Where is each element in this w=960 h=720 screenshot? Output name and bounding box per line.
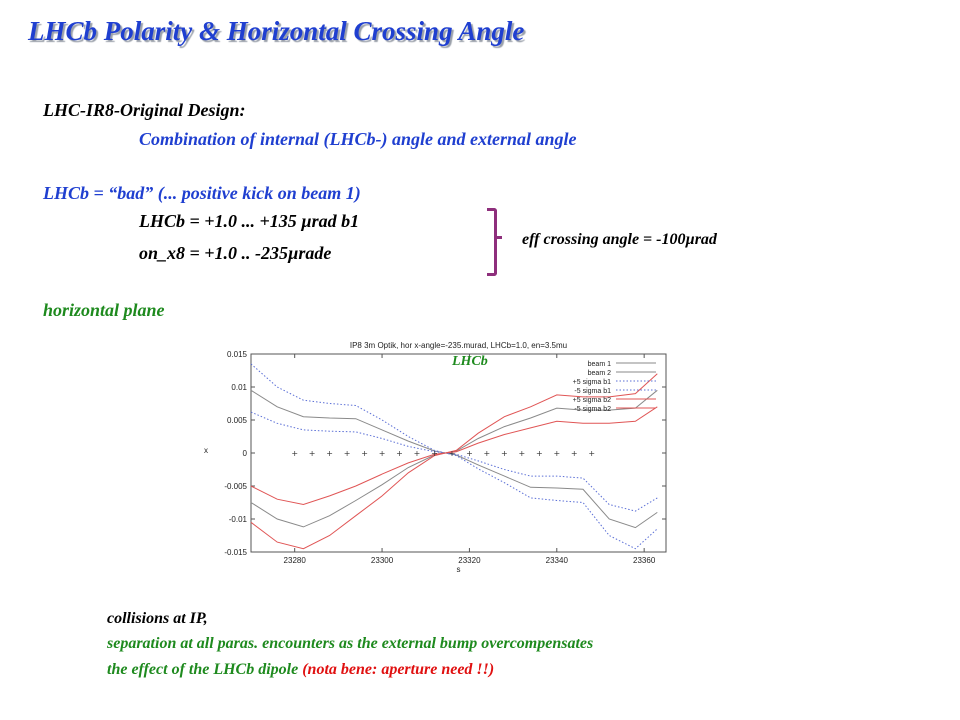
legend-label: beam 1 — [588, 361, 611, 368]
marker-point: + — [396, 449, 403, 458]
marker-point: + — [466, 449, 473, 458]
onx8-value-line: on_x8 = +1.0 .. -235µrade — [139, 243, 332, 263]
marker-point: + — [291, 449, 298, 458]
marker-group: + + + + + + + + + + + + + + + + + + — [291, 449, 595, 458]
design-subtext: Combination of internal (LHCb-) angle an… — [139, 129, 577, 149]
lhcb-value-line: LHCb = +1.0 ... +135 µrad b1 — [139, 211, 360, 231]
series-group — [250, 363, 658, 550]
legend: beam 1 beam 2 +5 sigma b1 -5 sigma b1 +5 sig… — [573, 361, 656, 413]
slide-title: LHCb Polarity & Horizontal Crossing Angl… — [28, 16, 525, 46]
marker-point: + — [309, 449, 316, 458]
marker-point: + — [588, 449, 595, 458]
grouping-brace-tick — [496, 236, 502, 239]
footer-line-1: collisions at IP, — [107, 610, 208, 627]
legend-label: +5 sigma b1 — [573, 379, 611, 386]
legend-label: +5 sigma b2 — [573, 397, 611, 404]
marker-point: + — [484, 449, 491, 458]
legend-label: -5 sigma b1 — [574, 388, 611, 395]
marker-point: + — [449, 449, 456, 458]
series-line-5 — [250, 373, 658, 506]
footer-line-3: the effect of the LHCb dipole (nota bene… — [107, 661, 494, 679]
marker-point: + — [518, 449, 525, 458]
marker-point: + — [326, 449, 333, 458]
horizontal-plane-label: horizontal plane — [43, 300, 165, 320]
marker-point: + — [344, 449, 351, 458]
orbit-chart-svg: IP8 3m Optik, hor x-angle=-235.murad, LH… — [196, 338, 674, 576]
series-line-3 — [250, 363, 658, 512]
footer-line-3-main: the effect of the LHCb dipole — [107, 661, 303, 678]
footer-line-3-note: (nota bene: aperture need !!) — [302, 661, 495, 678]
marker-point: + — [414, 449, 421, 458]
grouping-brace — [487, 208, 497, 276]
lhcb-overlay-label: LHCb — [452, 354, 488, 369]
x-tick-label: 23320 — [458, 556, 481, 565]
x-tick-label: 23300 — [371, 556, 394, 565]
plot-background — [196, 338, 674, 576]
marker-point: + — [536, 449, 543, 458]
y-tick-label: -0.015 — [224, 548, 247, 557]
marker-point: + — [361, 449, 368, 458]
y-axis-label: x — [204, 446, 208, 455]
legend-label: -5 sigma b2 — [574, 406, 611, 413]
marker-point: + — [431, 449, 438, 458]
series-line-4 — [250, 411, 658, 550]
marker-point: + — [379, 449, 386, 458]
x-tick-label: 23280 — [284, 556, 307, 565]
x-tick-label: 23340 — [546, 556, 569, 565]
y-tick-label: -0.01 — [229, 515, 248, 524]
design-heading: LHC-IR8-Original Design: — [43, 100, 246, 120]
x-axis-label: s — [457, 565, 461, 574]
y-tick-label: 0.005 — [227, 416, 248, 425]
y-tick-label: 0.015 — [227, 350, 248, 359]
y-tick-label: 0.01 — [231, 383, 247, 392]
marker-point: + — [553, 449, 560, 458]
axis-ticks: 23280 23300 23320 23340 23360 0.015 0.01 0.005 0… — [224, 350, 666, 565]
y-tick-label: 0 — [243, 449, 248, 458]
marker-point: + — [571, 449, 578, 458]
marker-point: + — [501, 449, 508, 458]
chart-title: IP8 3m Optik, hor x-angle=-235.murad, LH… — [350, 341, 567, 350]
lhcb-bad-line: LHCb = “bad” (... positive kick on beam … — [43, 183, 361, 203]
legend-label: beam 2 — [588, 370, 611, 377]
y-tick-label: -0.005 — [224, 482, 247, 491]
effective-angle-label: eff crossing angle = -100µrad — [522, 231, 717, 248]
orbit-plot: IP8 3m Optik, hor x-angle=-235.murad, LH… — [196, 338, 674, 576]
x-tick-label: 23360 — [633, 556, 656, 565]
footer-line-2: separation at all paras. encounters as t… — [107, 635, 594, 652]
series-line-6 — [250, 406, 658, 550]
